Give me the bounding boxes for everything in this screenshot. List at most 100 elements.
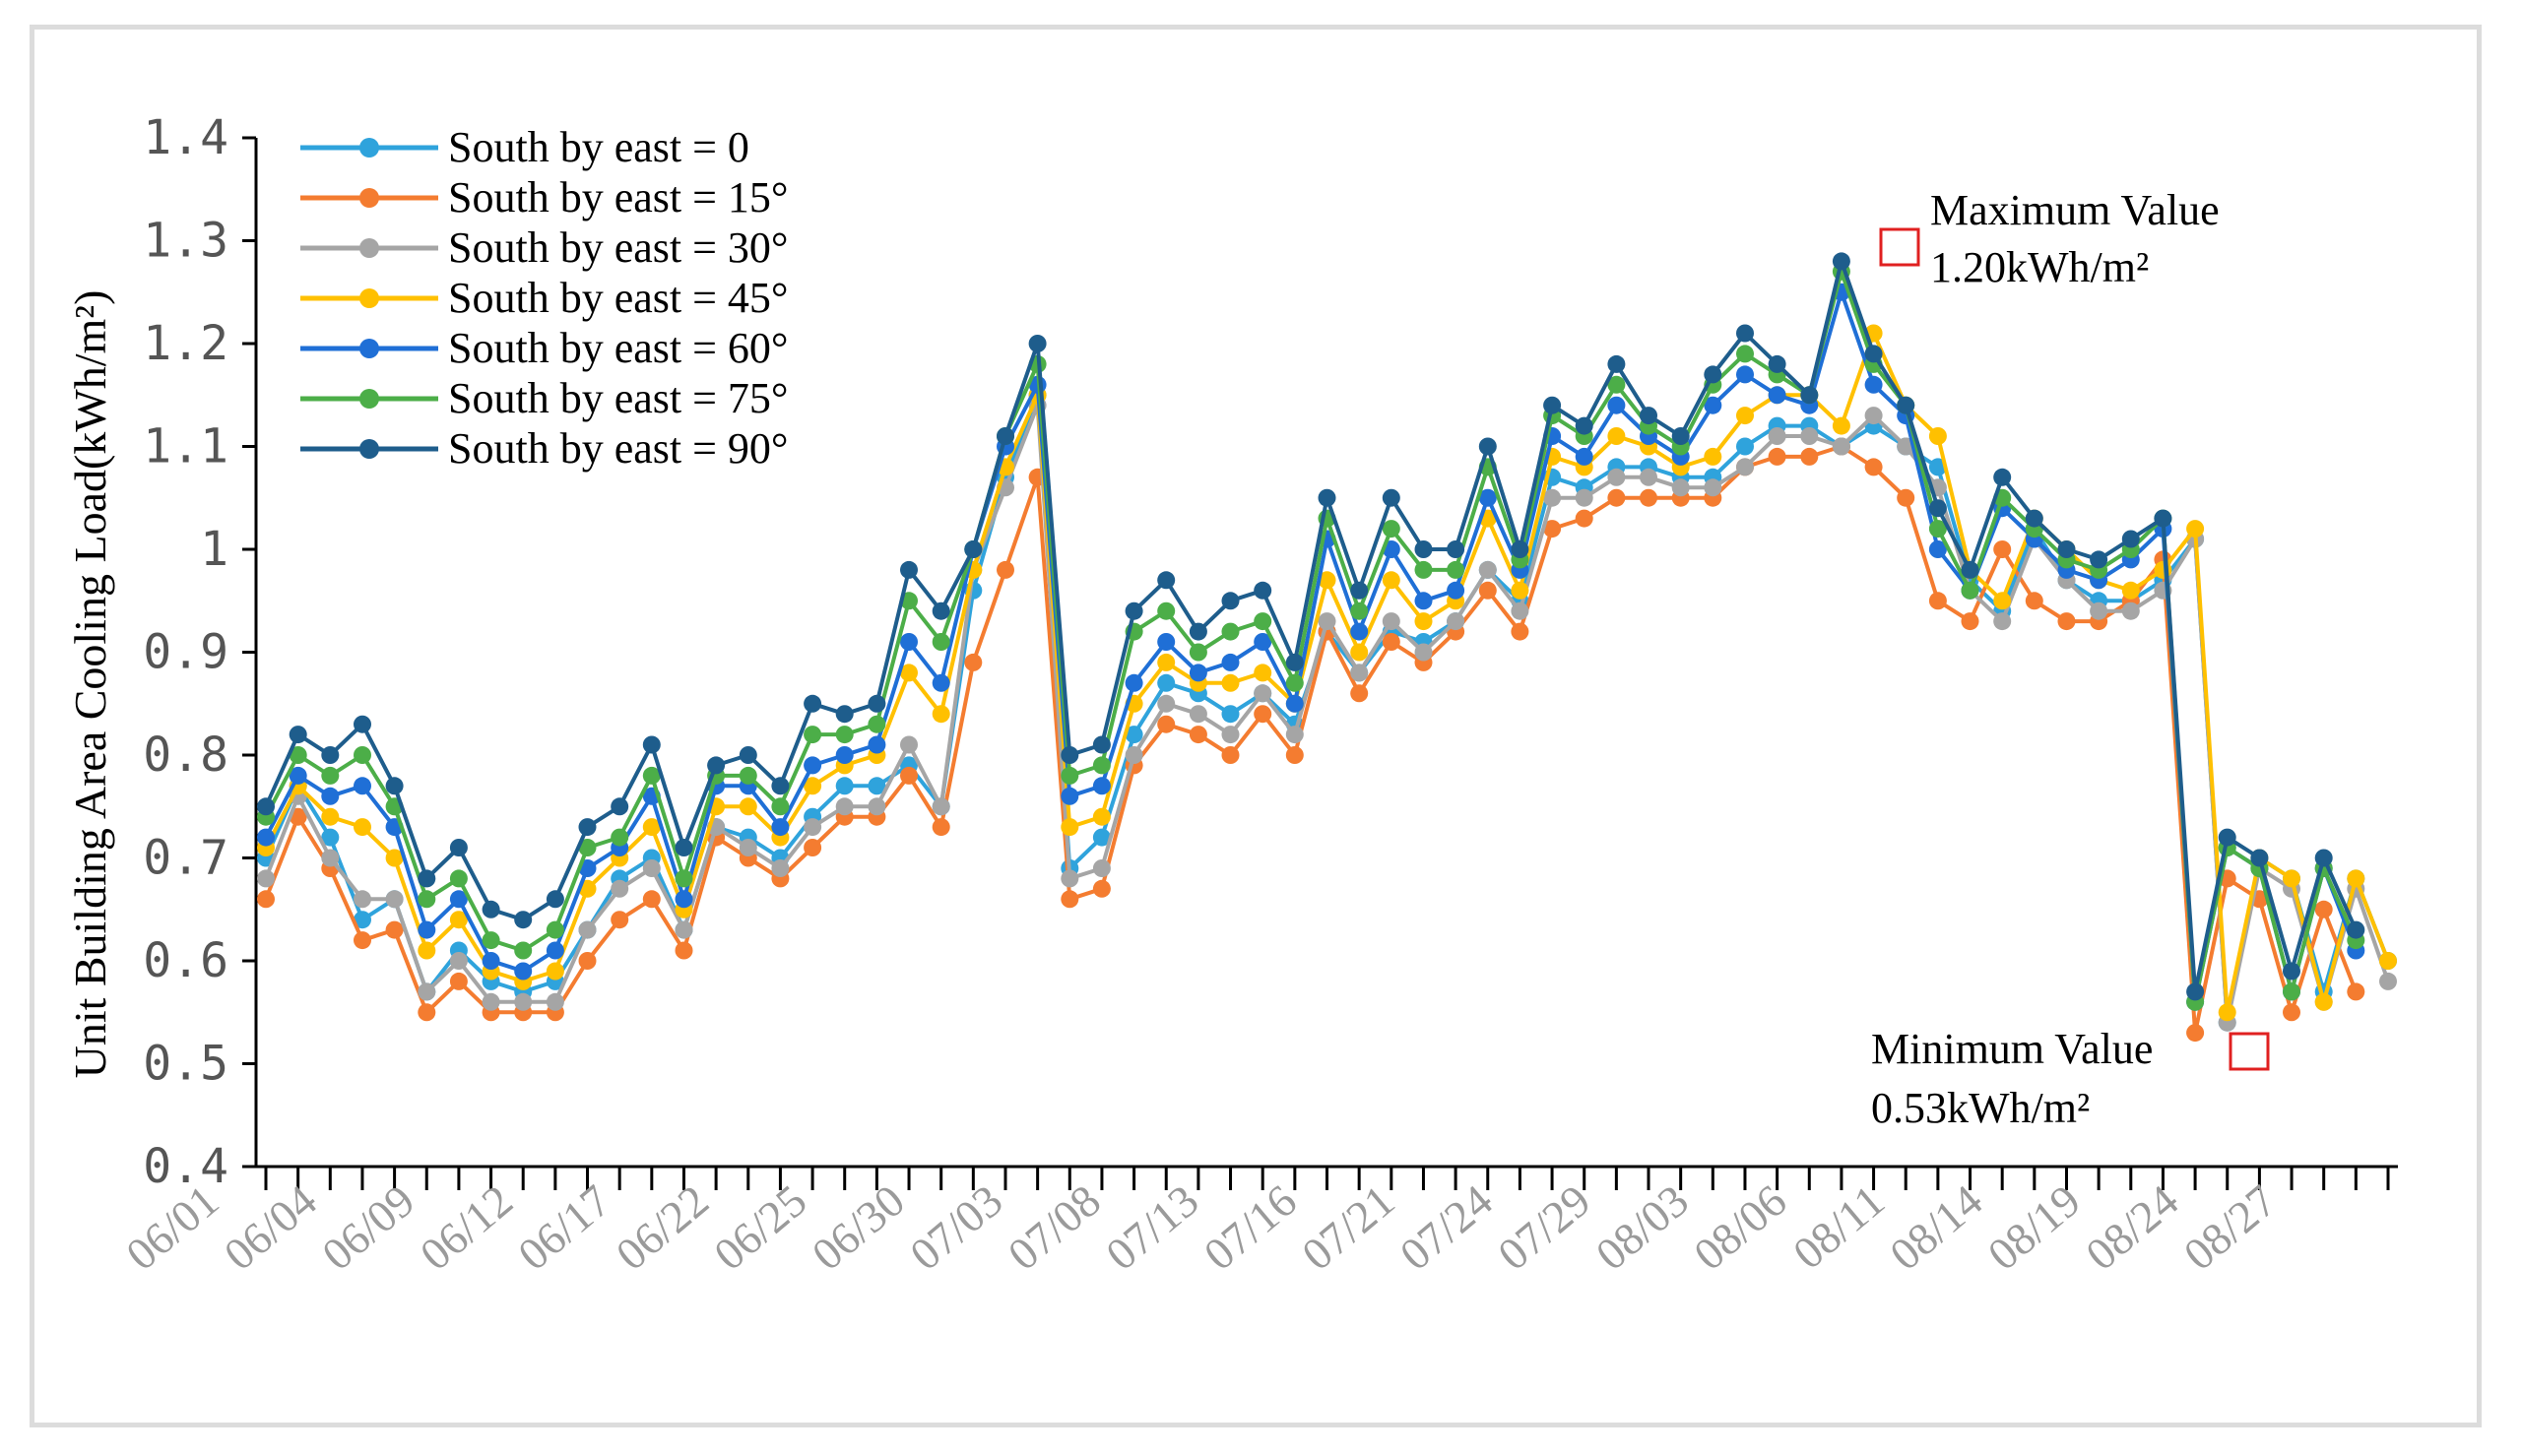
data-point [418, 890, 436, 909]
data-point [1285, 694, 1304, 713]
data-point [449, 952, 468, 970]
data-point [739, 839, 757, 856]
x-tick-label: 06/25 [704, 1175, 815, 1280]
data-point [1189, 664, 1207, 682]
x-tick-label: 07/13 [1096, 1175, 1207, 1280]
data-point [1704, 396, 1722, 414]
min-annotation-value: 0.53kWh/m² [1871, 1084, 2090, 1132]
data-point [739, 766, 757, 785]
data-point [642, 735, 661, 754]
data-point [2314, 849, 2333, 867]
data-point [1157, 653, 1176, 671]
data-point [642, 766, 661, 785]
data-point [1092, 859, 1111, 877]
data-point [804, 839, 822, 856]
data-point [257, 890, 275, 909]
data-point [1414, 643, 1433, 662]
data-point [321, 849, 340, 867]
data-point [289, 766, 307, 785]
data-point [418, 869, 436, 888]
data-point [514, 941, 533, 960]
data-point [354, 746, 371, 764]
data-point [1092, 735, 1111, 754]
x-tick-label: 08/24 [2076, 1175, 2187, 1280]
data-point [1350, 601, 1369, 620]
data-point [2314, 900, 2333, 918]
data-point [1543, 396, 1562, 414]
y-tick-label: 1.1 [143, 419, 228, 475]
data-point [1382, 633, 1400, 651]
min-marker-box [2229, 1032, 2270, 1071]
data-point [2121, 530, 2140, 548]
max-annotation-value: 1.20kWh/m² [1930, 243, 2149, 291]
data-point [1543, 488, 1562, 507]
data-point [1350, 664, 1369, 682]
min-annotation: Minimum Value 0.53kWh/m² [1871, 1025, 2270, 1132]
data-point [1736, 437, 1754, 456]
data-point [1704, 447, 1722, 466]
data-point [1671, 478, 1690, 497]
data-point [771, 777, 790, 795]
data-point [1478, 488, 1497, 507]
x-tick-label: 08/27 [2174, 1175, 2286, 1280]
y-tick-label: 0.9 [143, 625, 228, 680]
data-point [1575, 509, 1593, 528]
data-point [739, 797, 757, 816]
data-point [1382, 612, 1400, 631]
y-tick-label: 0.4 [143, 1139, 228, 1194]
x-tick-label: 08/03 [1586, 1175, 1698, 1280]
data-point [546, 941, 564, 960]
x-tick-label: 06/09 [312, 1175, 423, 1280]
data-point [675, 839, 693, 856]
x-tick-label: 08/14 [1880, 1175, 1991, 1280]
data-point [1736, 345, 1754, 363]
data-point [1607, 396, 1626, 414]
data-point [868, 735, 886, 754]
data-point [449, 869, 468, 888]
data-point [2283, 1003, 2300, 1022]
data-point [804, 726, 822, 744]
data-point [1285, 746, 1304, 764]
data-point [546, 992, 564, 1011]
data-point [771, 859, 790, 877]
data-point [2283, 962, 2300, 981]
data-point [1061, 890, 1079, 909]
data-point [321, 746, 340, 764]
data-point [1092, 756, 1111, 775]
data-point [449, 911, 468, 929]
data-point [1414, 612, 1433, 631]
max-marker-box [1879, 227, 1920, 267]
data-point [2379, 972, 2397, 990]
data-point [546, 920, 564, 939]
data-point [1157, 633, 1176, 651]
data-point [578, 818, 597, 837]
data-point [611, 828, 629, 847]
data-point [1961, 612, 1979, 631]
data-point [1993, 468, 2012, 486]
data-point [1832, 416, 1850, 435]
data-point [1414, 560, 1433, 579]
data-point [2025, 592, 2043, 610]
data-point [1447, 581, 1465, 600]
data-point [1575, 447, 1593, 466]
data-point [1318, 488, 1336, 507]
data-point [1768, 427, 1786, 445]
data-point [1768, 354, 1786, 373]
data-point [1414, 592, 1433, 610]
data-point [482, 992, 500, 1011]
data-point [1221, 653, 1240, 671]
legend-item: South by east = 45° [300, 274, 789, 322]
data-point [1157, 571, 1176, 590]
y-tick-label: 1.4 [143, 110, 228, 165]
data-point [1511, 622, 1529, 641]
data-point [642, 818, 661, 837]
data-point [2218, 1003, 2236, 1022]
data-point [2218, 828, 2236, 847]
data-point [385, 890, 404, 909]
y-tick-label: 1.2 [143, 316, 228, 371]
y-tick-label: 0.5 [143, 1037, 228, 1092]
data-point [1961, 560, 1979, 579]
data-point [611, 911, 629, 929]
data-point [1543, 520, 1562, 538]
data-point [1254, 633, 1272, 651]
